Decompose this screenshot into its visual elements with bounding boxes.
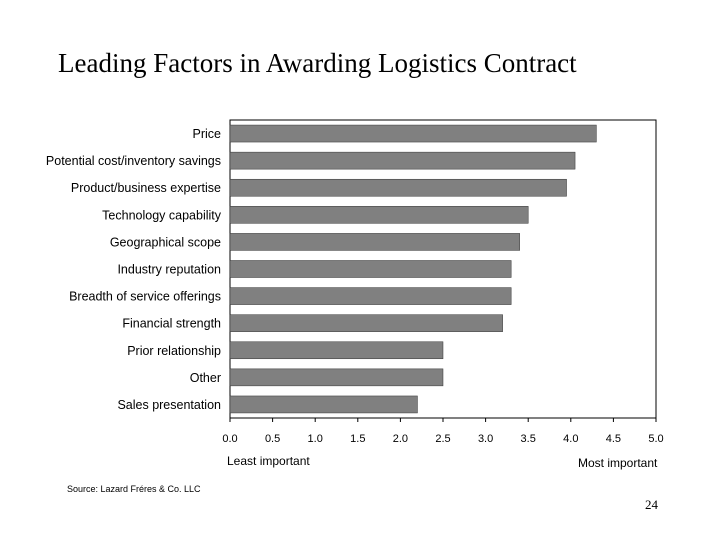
category-label: Product/business expertise — [71, 181, 221, 195]
category-label: Geographical scope — [110, 235, 221, 249]
bar — [229, 206, 529, 224]
x-tick-label: 4.5 — [606, 433, 621, 445]
category-label: Breadth of service offerings — [69, 290, 221, 304]
bar — [229, 124, 597, 143]
category-label: Sales presentation — [117, 398, 221, 412]
bar — [229, 314, 503, 332]
slide-title: Leading Factors in Awarding Logistics Co… — [58, 48, 577, 78]
category-label: Financial strength — [122, 317, 221, 331]
x-tick-label: 5.0 — [648, 433, 663, 445]
category-label: Technology capability — [102, 208, 222, 222]
page-number: 24 — [645, 497, 658, 512]
category-label: Prior relationship — [127, 344, 221, 358]
bar — [229, 395, 418, 414]
bar — [229, 178, 567, 197]
x-tick-label: 1.5 — [350, 433, 365, 445]
bar — [229, 287, 512, 305]
bar — [229, 260, 512, 278]
least-important-label: Least important — [227, 454, 310, 468]
x-tick-label: 3.5 — [521, 433, 536, 445]
x-tick-label: 1.0 — [308, 433, 323, 445]
category-label: Potential cost/inventory savings — [46, 154, 221, 168]
bar — [229, 368, 444, 387]
x-tick-label: 2.5 — [435, 433, 450, 445]
x-tick-label: 0.0 — [222, 433, 237, 445]
x-tick-label: 0.5 — [265, 433, 280, 445]
category-label: Industry reputation — [117, 263, 221, 277]
category-label: Other — [190, 371, 221, 385]
x-tick-label: 3.0 — [478, 433, 493, 445]
source-note: Source: Lazard Fréres & Co. LLC — [67, 484, 201, 494]
bar — [229, 341, 444, 360]
x-tick-label: 2.0 — [393, 433, 408, 445]
bar — [229, 151, 576, 170]
x-tick-label: 4.0 — [563, 433, 578, 445]
bar — [229, 233, 520, 251]
category-label: Price — [193, 127, 222, 141]
most-important-label: Most important — [578, 456, 658, 470]
